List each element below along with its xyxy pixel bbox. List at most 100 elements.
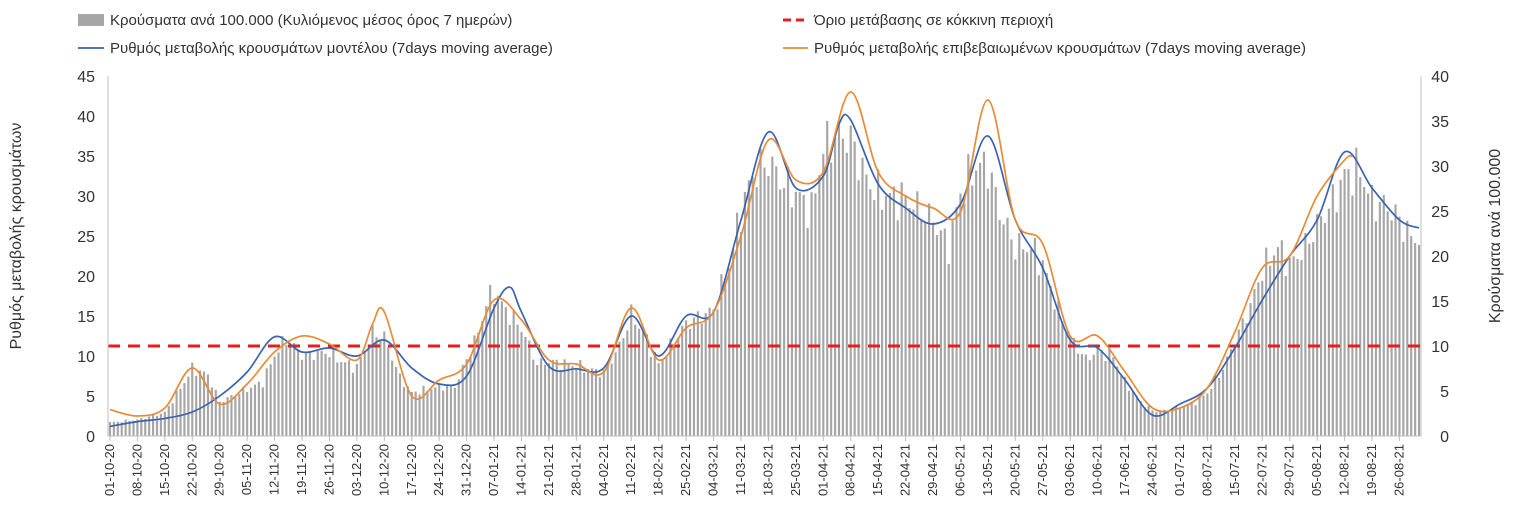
bar <box>735 212 739 436</box>
bar <box>579 360 582 436</box>
bar <box>685 320 688 436</box>
x-tick-label: 10-06-21 <box>1090 444 1105 496</box>
x-tick-label: 05-11-20 <box>239 444 254 495</box>
y-tick-left: 40 <box>77 109 95 126</box>
bar <box>179 388 182 436</box>
x-tick-label: 28-01-21 <box>568 444 583 496</box>
bar <box>1104 360 1107 436</box>
bar <box>1139 401 1142 436</box>
bar <box>1112 357 1115 436</box>
bar <box>931 222 935 436</box>
bar <box>402 387 405 436</box>
bar <box>336 362 339 436</box>
bar <box>1037 275 1040 436</box>
bar <box>253 384 257 436</box>
bar <box>438 383 441 436</box>
bar <box>285 345 288 436</box>
bar <box>967 154 970 436</box>
x-tick-label: 03-12-20 <box>349 444 364 496</box>
bar <box>434 387 437 436</box>
bar <box>320 350 323 436</box>
bar <box>1049 285 1052 436</box>
bar <box>888 193 891 436</box>
legend-label-confirmed-line: Ρυθμός μεταβολής επιβεβαιωμένων κρουσμάτ… <box>814 40 1306 57</box>
y-tick-left: 20 <box>77 269 95 286</box>
x-tick-label: 06-05-21 <box>952 444 967 496</box>
axes <box>107 76 1422 437</box>
bar <box>673 345 676 436</box>
bar <box>688 328 692 436</box>
bar <box>234 396 237 436</box>
legend-label-model-line: Ρυθμός μεταβολής κρουσμάτων μοντέλου (7d… <box>110 40 553 57</box>
bar <box>1261 280 1264 436</box>
bar <box>610 363 613 436</box>
bar <box>481 320 484 436</box>
bar <box>971 185 974 436</box>
bar <box>1218 377 1221 436</box>
bar <box>720 274 723 436</box>
bar <box>1300 260 1303 436</box>
x-tick-label: 01-04-21 <box>815 444 830 496</box>
bar <box>308 351 311 436</box>
bar <box>171 403 174 436</box>
bar <box>908 208 911 436</box>
x-tick-label: 11-03-21 <box>733 444 748 495</box>
bar <box>1096 347 1099 436</box>
x-tick-label: 18-03-21 <box>760 444 775 496</box>
bar <box>395 366 398 436</box>
bar <box>716 309 719 436</box>
bar <box>1076 353 1080 436</box>
bar <box>912 209 915 436</box>
bar <box>1221 369 1225 436</box>
bar <box>316 350 319 436</box>
bar <box>355 363 358 436</box>
bar <box>865 174 868 436</box>
bar <box>293 343 296 436</box>
x-tick-label: 05-08-21 <box>1309 444 1324 496</box>
bar <box>1370 184 1374 436</box>
bar <box>1002 224 1005 436</box>
bar <box>833 138 837 436</box>
bar <box>152 414 155 436</box>
legend: Κρούσματα ανά 100.000 (Κυλιόμενος μέσος … <box>78 12 1306 57</box>
y-tick-right: 35 <box>1431 114 1449 131</box>
y-tick-left: 15 <box>77 309 95 326</box>
x-tick-label: 10-12-20 <box>376 444 391 496</box>
bar <box>1206 393 1209 436</box>
bar <box>375 337 378 436</box>
bar <box>587 369 590 436</box>
bar <box>1194 405 1197 436</box>
bar <box>1214 375 1217 436</box>
y-tick-left: 30 <box>77 189 95 206</box>
bar <box>300 359 304 436</box>
bar <box>1308 243 1311 436</box>
bar <box>1151 410 1154 436</box>
bar <box>900 182 903 436</box>
bar <box>1108 349 1111 436</box>
bar <box>1378 201 1381 436</box>
bar <box>1323 223 1327 436</box>
bar <box>1229 349 1232 436</box>
bar <box>1084 354 1087 436</box>
bar <box>238 393 241 436</box>
bar <box>767 176 770 436</box>
bar <box>116 421 119 436</box>
bar <box>1178 408 1182 436</box>
bar <box>128 421 131 436</box>
bar <box>1135 395 1138 436</box>
bar <box>195 375 198 436</box>
bar <box>892 186 895 436</box>
x-tick-label: 08-04-21 <box>843 444 858 496</box>
bar <box>794 191 797 436</box>
x-tick-label: 01-10-20 <box>102 444 117 496</box>
x-tick-label: 15-04-21 <box>870 444 885 496</box>
bar <box>500 301 503 436</box>
bar <box>1065 331 1068 436</box>
bar <box>347 360 351 436</box>
bar <box>465 359 468 436</box>
bar <box>528 340 531 436</box>
bar <box>567 364 570 436</box>
bar <box>1018 233 1021 436</box>
bar <box>853 141 856 436</box>
bar <box>1390 220 1393 436</box>
